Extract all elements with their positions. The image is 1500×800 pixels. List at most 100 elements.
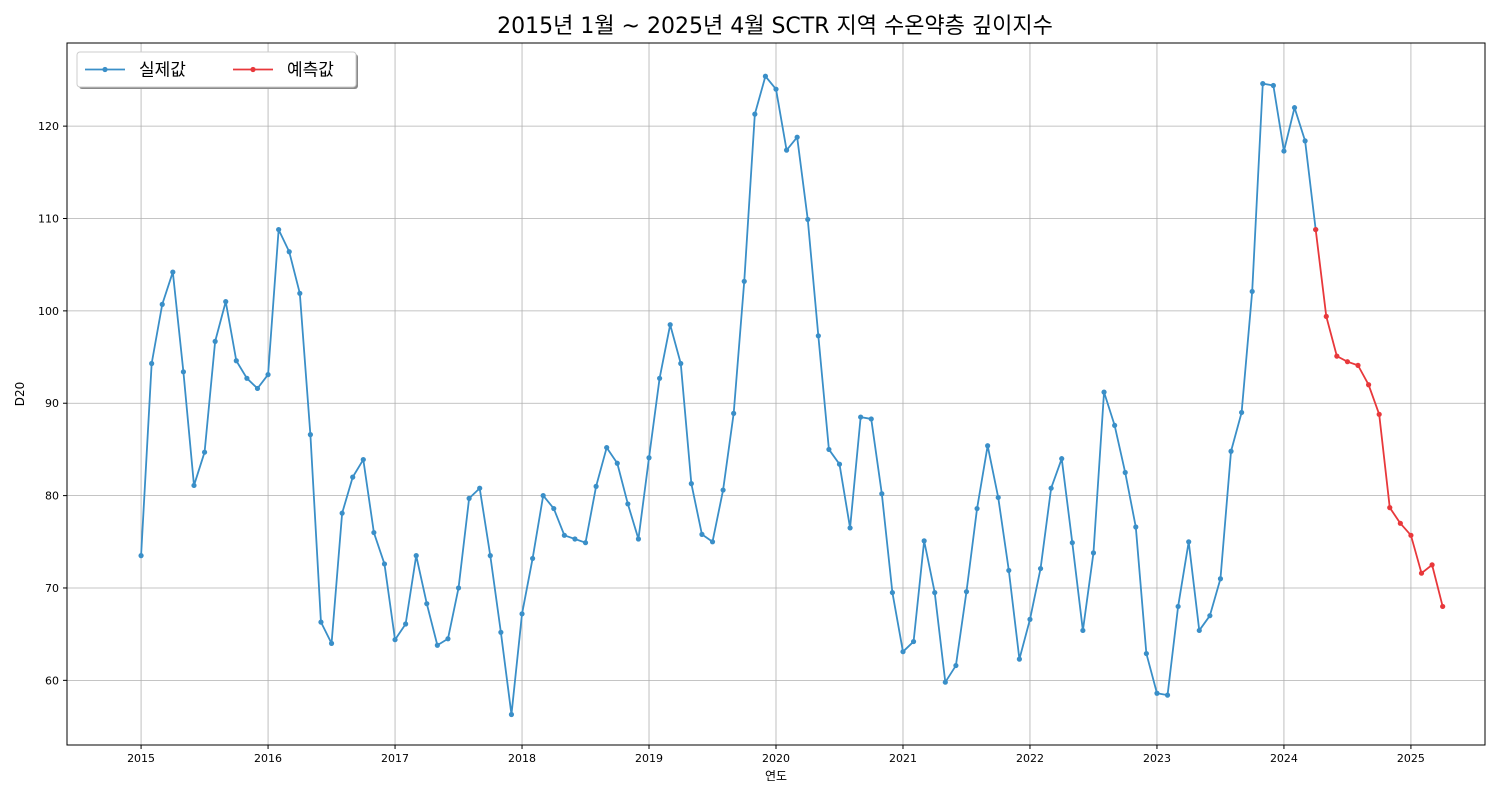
data-point bbox=[508, 711, 515, 718]
data-point bbox=[953, 662, 959, 669]
data-point bbox=[1397, 520, 1403, 526]
legend-box bbox=[76, 51, 357, 88]
data-point bbox=[1080, 627, 1086, 634]
data-point bbox=[720, 487, 726, 493]
data-point bbox=[170, 269, 176, 275]
data-point bbox=[805, 216, 811, 223]
data-point bbox=[582, 540, 589, 546]
data-point bbox=[1143, 650, 1149, 657]
data-point bbox=[466, 495, 472, 501]
data-point bbox=[879, 491, 885, 497]
data-point bbox=[889, 589, 896, 596]
data-point bbox=[403, 621, 409, 627]
data-point bbox=[392, 637, 398, 643]
data-point bbox=[1154, 690, 1160, 696]
data-point bbox=[1429, 562, 1435, 568]
y-tick-label: 70 bbox=[45, 582, 59, 595]
y-tick-label: 80 bbox=[45, 490, 59, 503]
data-point bbox=[191, 482, 197, 489]
data-point bbox=[1344, 359, 1351, 365]
data-point bbox=[604, 444, 610, 451]
x-tick-label: 2025 bbox=[1397, 752, 1425, 765]
data-point bbox=[1175, 603, 1181, 610]
legend-label: 예측값 bbox=[287, 61, 334, 81]
data-point bbox=[477, 485, 483, 491]
data-point bbox=[572, 536, 578, 542]
data-point bbox=[731, 410, 737, 416]
data-point bbox=[1016, 656, 1022, 662]
data-point bbox=[699, 531, 705, 538]
data-point bbox=[1418, 570, 1425, 576]
data-point bbox=[265, 372, 271, 378]
data-point bbox=[381, 561, 388, 567]
data-point bbox=[900, 649, 906, 655]
data-point bbox=[413, 553, 419, 559]
data-point bbox=[963, 589, 970, 595]
data-point bbox=[360, 456, 366, 463]
data-point bbox=[1101, 389, 1107, 395]
data-point bbox=[974, 505, 980, 512]
data-point bbox=[1323, 313, 1329, 320]
chart-title: 2015년 1월 ~ 2025년 4월 SCTR 지역 수온약층 깊이지수 bbox=[497, 14, 1053, 39]
legend-label: 실제값 bbox=[139, 61, 186, 81]
data-point bbox=[371, 529, 377, 536]
data-point bbox=[1059, 456, 1065, 462]
data-point bbox=[667, 322, 673, 328]
data-point bbox=[1133, 524, 1139, 530]
data-point bbox=[635, 536, 642, 542]
data-point bbox=[307, 432, 313, 438]
data-point bbox=[752, 111, 758, 117]
data-point bbox=[657, 375, 663, 381]
data-point bbox=[1048, 485, 1054, 491]
data-point bbox=[561, 532, 567, 538]
data-point bbox=[1281, 148, 1287, 154]
data-point bbox=[1069, 540, 1075, 546]
y-tick-label: 110 bbox=[38, 213, 59, 226]
data-point bbox=[932, 589, 938, 596]
data-point bbox=[159, 301, 165, 307]
legend: 실제값 예측값 bbox=[76, 51, 358, 89]
legend-swatch-marker bbox=[250, 66, 256, 73]
x-tick-label: 2015 bbox=[127, 752, 155, 765]
series-line bbox=[140, 75, 1317, 716]
data-point bbox=[212, 338, 218, 344]
data-point bbox=[1186, 539, 1192, 545]
data-point bbox=[1006, 567, 1012, 574]
y-axis-label: D20 bbox=[13, 382, 27, 407]
data-point bbox=[836, 461, 843, 467]
data-point bbox=[688, 481, 694, 487]
data-point bbox=[762, 73, 769, 79]
axes: 2015 2016 2017 2018 2019 2020 2021 2022 2023 2024… bbox=[38, 120, 1425, 765]
data-point bbox=[530, 555, 536, 562]
x-tick-label: 2020 bbox=[762, 752, 790, 765]
y-tick-label: 100 bbox=[38, 305, 59, 318]
data-point bbox=[519, 611, 525, 617]
x-tick-label: 2019 bbox=[635, 752, 663, 765]
data-point bbox=[1027, 616, 1033, 622]
data-point bbox=[1228, 448, 1234, 454]
y-tick-label: 60 bbox=[45, 674, 59, 687]
data-point bbox=[815, 333, 821, 339]
x-axis-label: 연도 bbox=[765, 769, 787, 783]
data-point bbox=[741, 278, 747, 284]
data-point bbox=[540, 493, 546, 499]
data-point bbox=[1249, 288, 1255, 295]
data-point bbox=[678, 360, 684, 367]
data-point bbox=[424, 601, 430, 607]
series-layer bbox=[138, 73, 1446, 718]
data-point bbox=[149, 360, 155, 367]
data-point bbox=[1366, 382, 1372, 388]
x-tick-label: 2016 bbox=[254, 752, 282, 765]
data-point bbox=[138, 553, 144, 559]
data-point bbox=[985, 443, 991, 449]
data-point bbox=[1090, 550, 1097, 556]
data-point bbox=[1355, 362, 1361, 368]
y-tick-label: 90 bbox=[45, 397, 59, 410]
data-point bbox=[350, 474, 356, 480]
data-point bbox=[783, 147, 790, 153]
data-point bbox=[551, 505, 557, 512]
data-point bbox=[254, 385, 261, 392]
data-point bbox=[1334, 353, 1340, 359]
data-point bbox=[339, 510, 345, 516]
